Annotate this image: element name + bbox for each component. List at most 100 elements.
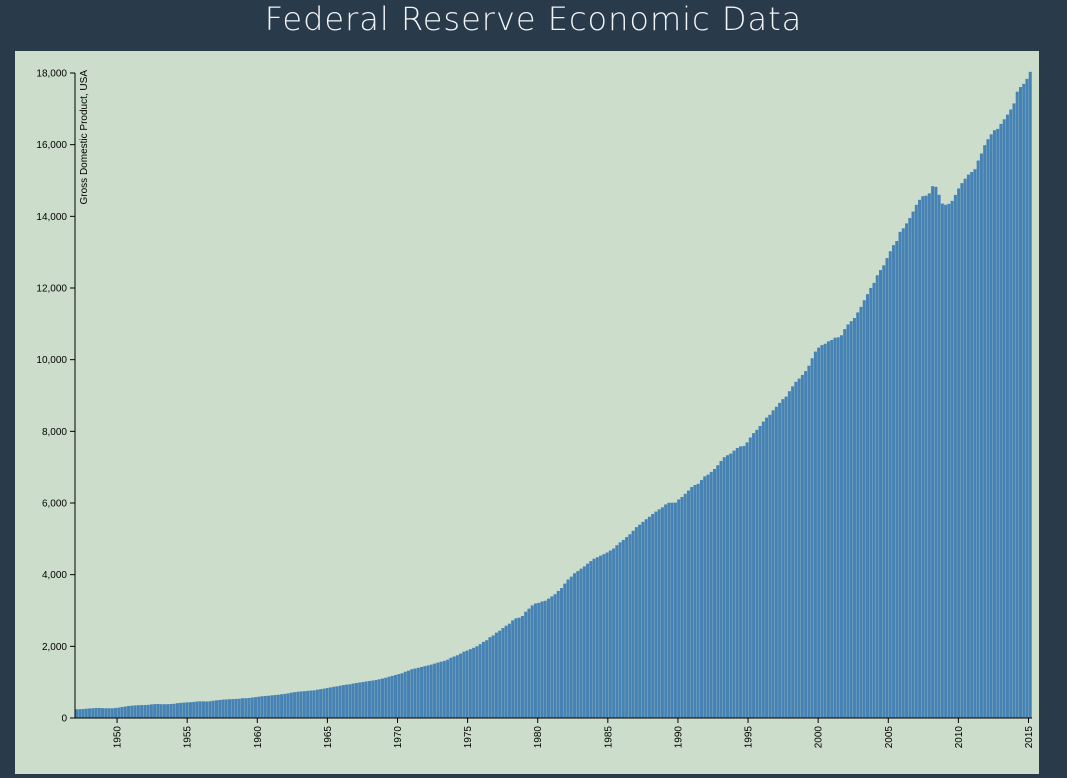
bar (778, 402, 782, 718)
bar (172, 703, 176, 718)
bar (325, 688, 329, 718)
bar (413, 668, 417, 718)
page-title: Federal Reserve Economic Data (264, 0, 803, 38)
bar (937, 194, 941, 719)
bar (328, 687, 332, 718)
bar (927, 193, 931, 718)
bar (732, 450, 736, 718)
bar (634, 527, 638, 718)
y-tick-label: 10,000 (36, 355, 67, 366)
bar (175, 703, 179, 718)
bar (455, 655, 459, 718)
bar (745, 442, 749, 718)
bar (846, 324, 850, 718)
bar (319, 689, 323, 718)
bar (247, 698, 251, 718)
bar (501, 628, 505, 718)
bar (960, 183, 964, 718)
y-tick-label: 18,000 (36, 69, 67, 80)
bar (875, 275, 879, 718)
bar (690, 487, 694, 718)
bar (664, 504, 668, 718)
bar (765, 417, 769, 718)
bar (602, 554, 606, 718)
bar (573, 573, 577, 718)
bar (918, 199, 922, 718)
y-tick-label: 2,000 (42, 642, 67, 653)
bar (387, 676, 391, 718)
bar (205, 701, 209, 718)
bar (670, 502, 674, 718)
bar (989, 134, 993, 718)
bar (101, 708, 105, 718)
bar (358, 682, 362, 718)
bar (185, 702, 189, 718)
bar (830, 339, 834, 718)
bar (237, 698, 241, 718)
bar (420, 666, 424, 718)
bar (260, 696, 264, 718)
bar (638, 524, 642, 718)
bar (498, 630, 502, 718)
bar (88, 708, 92, 718)
bar (315, 689, 319, 718)
bar (755, 429, 759, 718)
bar (110, 708, 114, 718)
bar (104, 708, 108, 718)
bar (599, 555, 603, 718)
bar (426, 665, 430, 718)
bar (823, 343, 827, 718)
bar (224, 699, 228, 718)
bar (1005, 114, 1009, 718)
bar (75, 709, 79, 718)
bar (188, 702, 192, 718)
bar (1018, 87, 1022, 719)
bar (924, 195, 928, 718)
bar (504, 625, 508, 718)
bar (296, 691, 300, 718)
bar (706, 474, 710, 718)
bar (576, 571, 580, 718)
bar (621, 539, 625, 718)
bar (517, 617, 521, 718)
bar (462, 651, 466, 718)
bar (703, 476, 707, 718)
bar (227, 699, 231, 718)
bar (507, 623, 511, 718)
bar (625, 537, 629, 718)
bar (390, 675, 394, 718)
bar (826, 341, 830, 718)
bar (153, 704, 157, 718)
bar (563, 583, 567, 718)
bar (364, 681, 368, 718)
bar (966, 174, 970, 718)
bar (302, 691, 306, 719)
bar (345, 684, 349, 718)
bar (859, 306, 863, 718)
y-axis: 0 2,000 4,000 6,000 8,000 10,000 12,000 14,000 1… (36, 69, 76, 725)
bar (781, 399, 785, 718)
bar (524, 611, 528, 718)
bar (719, 460, 723, 718)
bar (784, 396, 788, 718)
bar (898, 231, 902, 718)
y-axis-label: Gross Domestic Product, USA (79, 70, 90, 205)
bar (267, 695, 271, 718)
bar (380, 678, 384, 718)
bar (582, 566, 586, 718)
bar (348, 684, 352, 718)
bar (595, 557, 599, 718)
bar (586, 563, 590, 718)
bar (478, 644, 482, 718)
x-tick-label: 1960 (253, 726, 264, 749)
bar (273, 695, 277, 718)
x-tick-label: 1955 (183, 726, 194, 749)
bar (485, 640, 489, 718)
bar (553, 594, 557, 718)
bar (869, 287, 873, 718)
bar (1002, 119, 1006, 719)
bar (1015, 91, 1019, 719)
bar (973, 169, 977, 719)
bar (433, 663, 437, 718)
bar (807, 365, 811, 718)
